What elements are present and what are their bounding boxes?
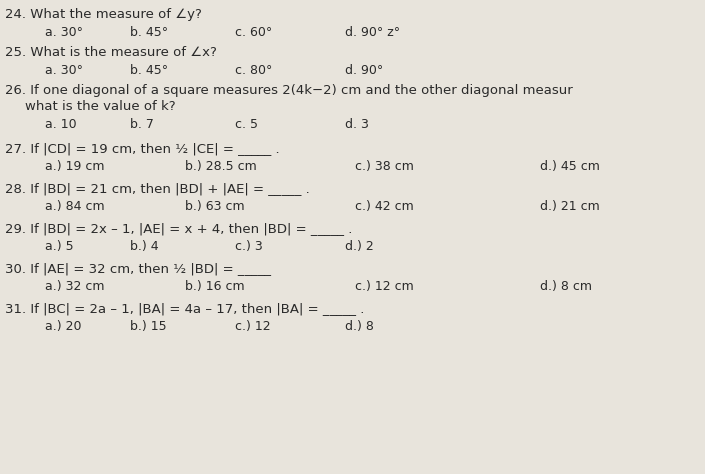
Text: d.) 2: d.) 2	[345, 240, 374, 253]
Text: c. 60°: c. 60°	[235, 26, 272, 39]
Text: d.) 8 cm: d.) 8 cm	[540, 280, 592, 293]
Text: a.) 5: a.) 5	[45, 240, 73, 253]
Text: a.) 19 cm: a.) 19 cm	[45, 160, 104, 173]
Text: 29. If |BD| = 2x – 1, |AE| = x + 4, then |BD| = _____ .: 29. If |BD| = 2x – 1, |AE| = x + 4, then…	[5, 222, 352, 235]
Text: b.) 63 cm: b.) 63 cm	[185, 200, 245, 213]
Text: a. 30°: a. 30°	[45, 26, 83, 39]
Text: a. 30°: a. 30°	[45, 64, 83, 77]
Text: a.) 32 cm: a.) 32 cm	[45, 280, 104, 293]
Text: 25. What is the measure of ∠x?: 25. What is the measure of ∠x?	[5, 46, 217, 59]
Text: d. 90° z°: d. 90° z°	[345, 26, 400, 39]
Text: c. 5: c. 5	[235, 118, 258, 131]
Text: d.) 8: d.) 8	[345, 320, 374, 333]
Text: c.) 42 cm: c.) 42 cm	[355, 200, 414, 213]
Text: 30. If |AE| = 32 cm, then ½ |BD| = _____: 30. If |AE| = 32 cm, then ½ |BD| = _____	[5, 262, 271, 275]
Text: a. 10: a. 10	[45, 118, 77, 131]
Text: b.) 16 cm: b.) 16 cm	[185, 280, 245, 293]
Text: d.) 21 cm: d.) 21 cm	[540, 200, 600, 213]
Text: b. 7: b. 7	[130, 118, 154, 131]
Text: c.) 38 cm: c.) 38 cm	[355, 160, 414, 173]
Text: c. 80°: c. 80°	[235, 64, 272, 77]
Text: c.) 12: c.) 12	[235, 320, 271, 333]
Text: a.) 20: a.) 20	[45, 320, 82, 333]
Text: what is the value of k?: what is the value of k?	[25, 100, 176, 113]
Text: 28. If |BD| = 21 cm, then |BD| + |AE| = _____ .: 28. If |BD| = 21 cm, then |BD| + |AE| = …	[5, 182, 309, 195]
Text: d.) 45 cm: d.) 45 cm	[540, 160, 600, 173]
Text: d. 3: d. 3	[345, 118, 369, 131]
Text: c.) 3: c.) 3	[235, 240, 263, 253]
Text: d. 90°: d. 90°	[345, 64, 384, 77]
Text: c.) 12 cm: c.) 12 cm	[355, 280, 414, 293]
Text: b. 45°: b. 45°	[130, 64, 168, 77]
Text: 26. If one diagonal of a square measures 2(4k−2) cm and the other diagonal measu: 26. If one diagonal of a square measures…	[5, 84, 572, 97]
Text: b.) 15: b.) 15	[130, 320, 166, 333]
Text: 27. If |CD| = 19 cm, then ½ |CE| = _____ .: 27. If |CD| = 19 cm, then ½ |CE| = _____…	[5, 142, 280, 155]
Text: 31. If |BC| = 2a – 1, |BA| = 4a – 17, then |BA| = _____ .: 31. If |BC| = 2a – 1, |BA| = 4a – 17, th…	[5, 302, 364, 315]
Text: a.) 84 cm: a.) 84 cm	[45, 200, 104, 213]
Text: b.) 28.5 cm: b.) 28.5 cm	[185, 160, 257, 173]
Text: b.) 4: b.) 4	[130, 240, 159, 253]
Text: b. 45°: b. 45°	[130, 26, 168, 39]
Text: 24. What the measure of ∠y?: 24. What the measure of ∠y?	[5, 8, 202, 21]
